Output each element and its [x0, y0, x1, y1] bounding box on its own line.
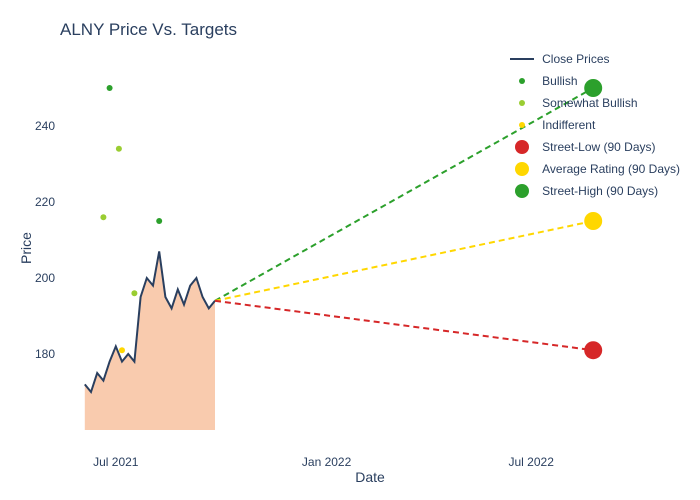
x-tick: Jul 2022	[509, 455, 554, 469]
y-axis: 180 200 220 240	[15, 50, 55, 430]
legend-marker	[507, 122, 537, 128]
legend-item[interactable]: Close Prices	[507, 50, 680, 68]
y-tick: 240	[15, 119, 55, 133]
legend-label: Average Rating (90 Days)	[542, 162, 680, 176]
x-tick: Jul 2021	[93, 455, 138, 469]
legend-label: Somewhat Bullish	[542, 96, 637, 110]
legend-label: Indifferent	[542, 118, 595, 132]
legend-item[interactable]: Indifferent	[507, 116, 680, 134]
legend-marker	[507, 58, 537, 60]
y-tick: 200	[15, 271, 55, 285]
legend-label: Bullish	[542, 74, 577, 88]
chart-title: ALNY Price Vs. Targets	[60, 20, 680, 40]
legend-marker	[507, 162, 537, 176]
legend-marker	[507, 184, 537, 198]
x-tick: Jan 2022	[302, 455, 351, 469]
chart-container: ALNY Price Vs. Targets Price 18020022024…	[0, 0, 700, 500]
legend-marker	[507, 78, 537, 84]
y-tick: 180	[15, 347, 55, 361]
x-axis-label: Date	[355, 469, 385, 485]
legend-label: Street-Low (90 Days)	[542, 140, 655, 154]
legend-label: Close Prices	[542, 52, 609, 66]
legend-item[interactable]: Street-Low (90 Days)	[507, 138, 680, 156]
y-tick: 220	[15, 195, 55, 209]
legend-item[interactable]: Somewhat Bullish	[507, 94, 680, 112]
legend-marker	[507, 140, 537, 154]
legend-label: Street-High (90 Days)	[542, 184, 658, 198]
legend-item[interactable]: Bullish	[507, 72, 680, 90]
legend-marker	[507, 100, 537, 106]
legend: Close Prices Bullish Somewhat Bullish Indif…	[507, 50, 680, 204]
legend-item[interactable]: Average Rating (90 Days)	[507, 160, 680, 178]
legend-item[interactable]: Street-High (90 Days)	[507, 182, 680, 200]
